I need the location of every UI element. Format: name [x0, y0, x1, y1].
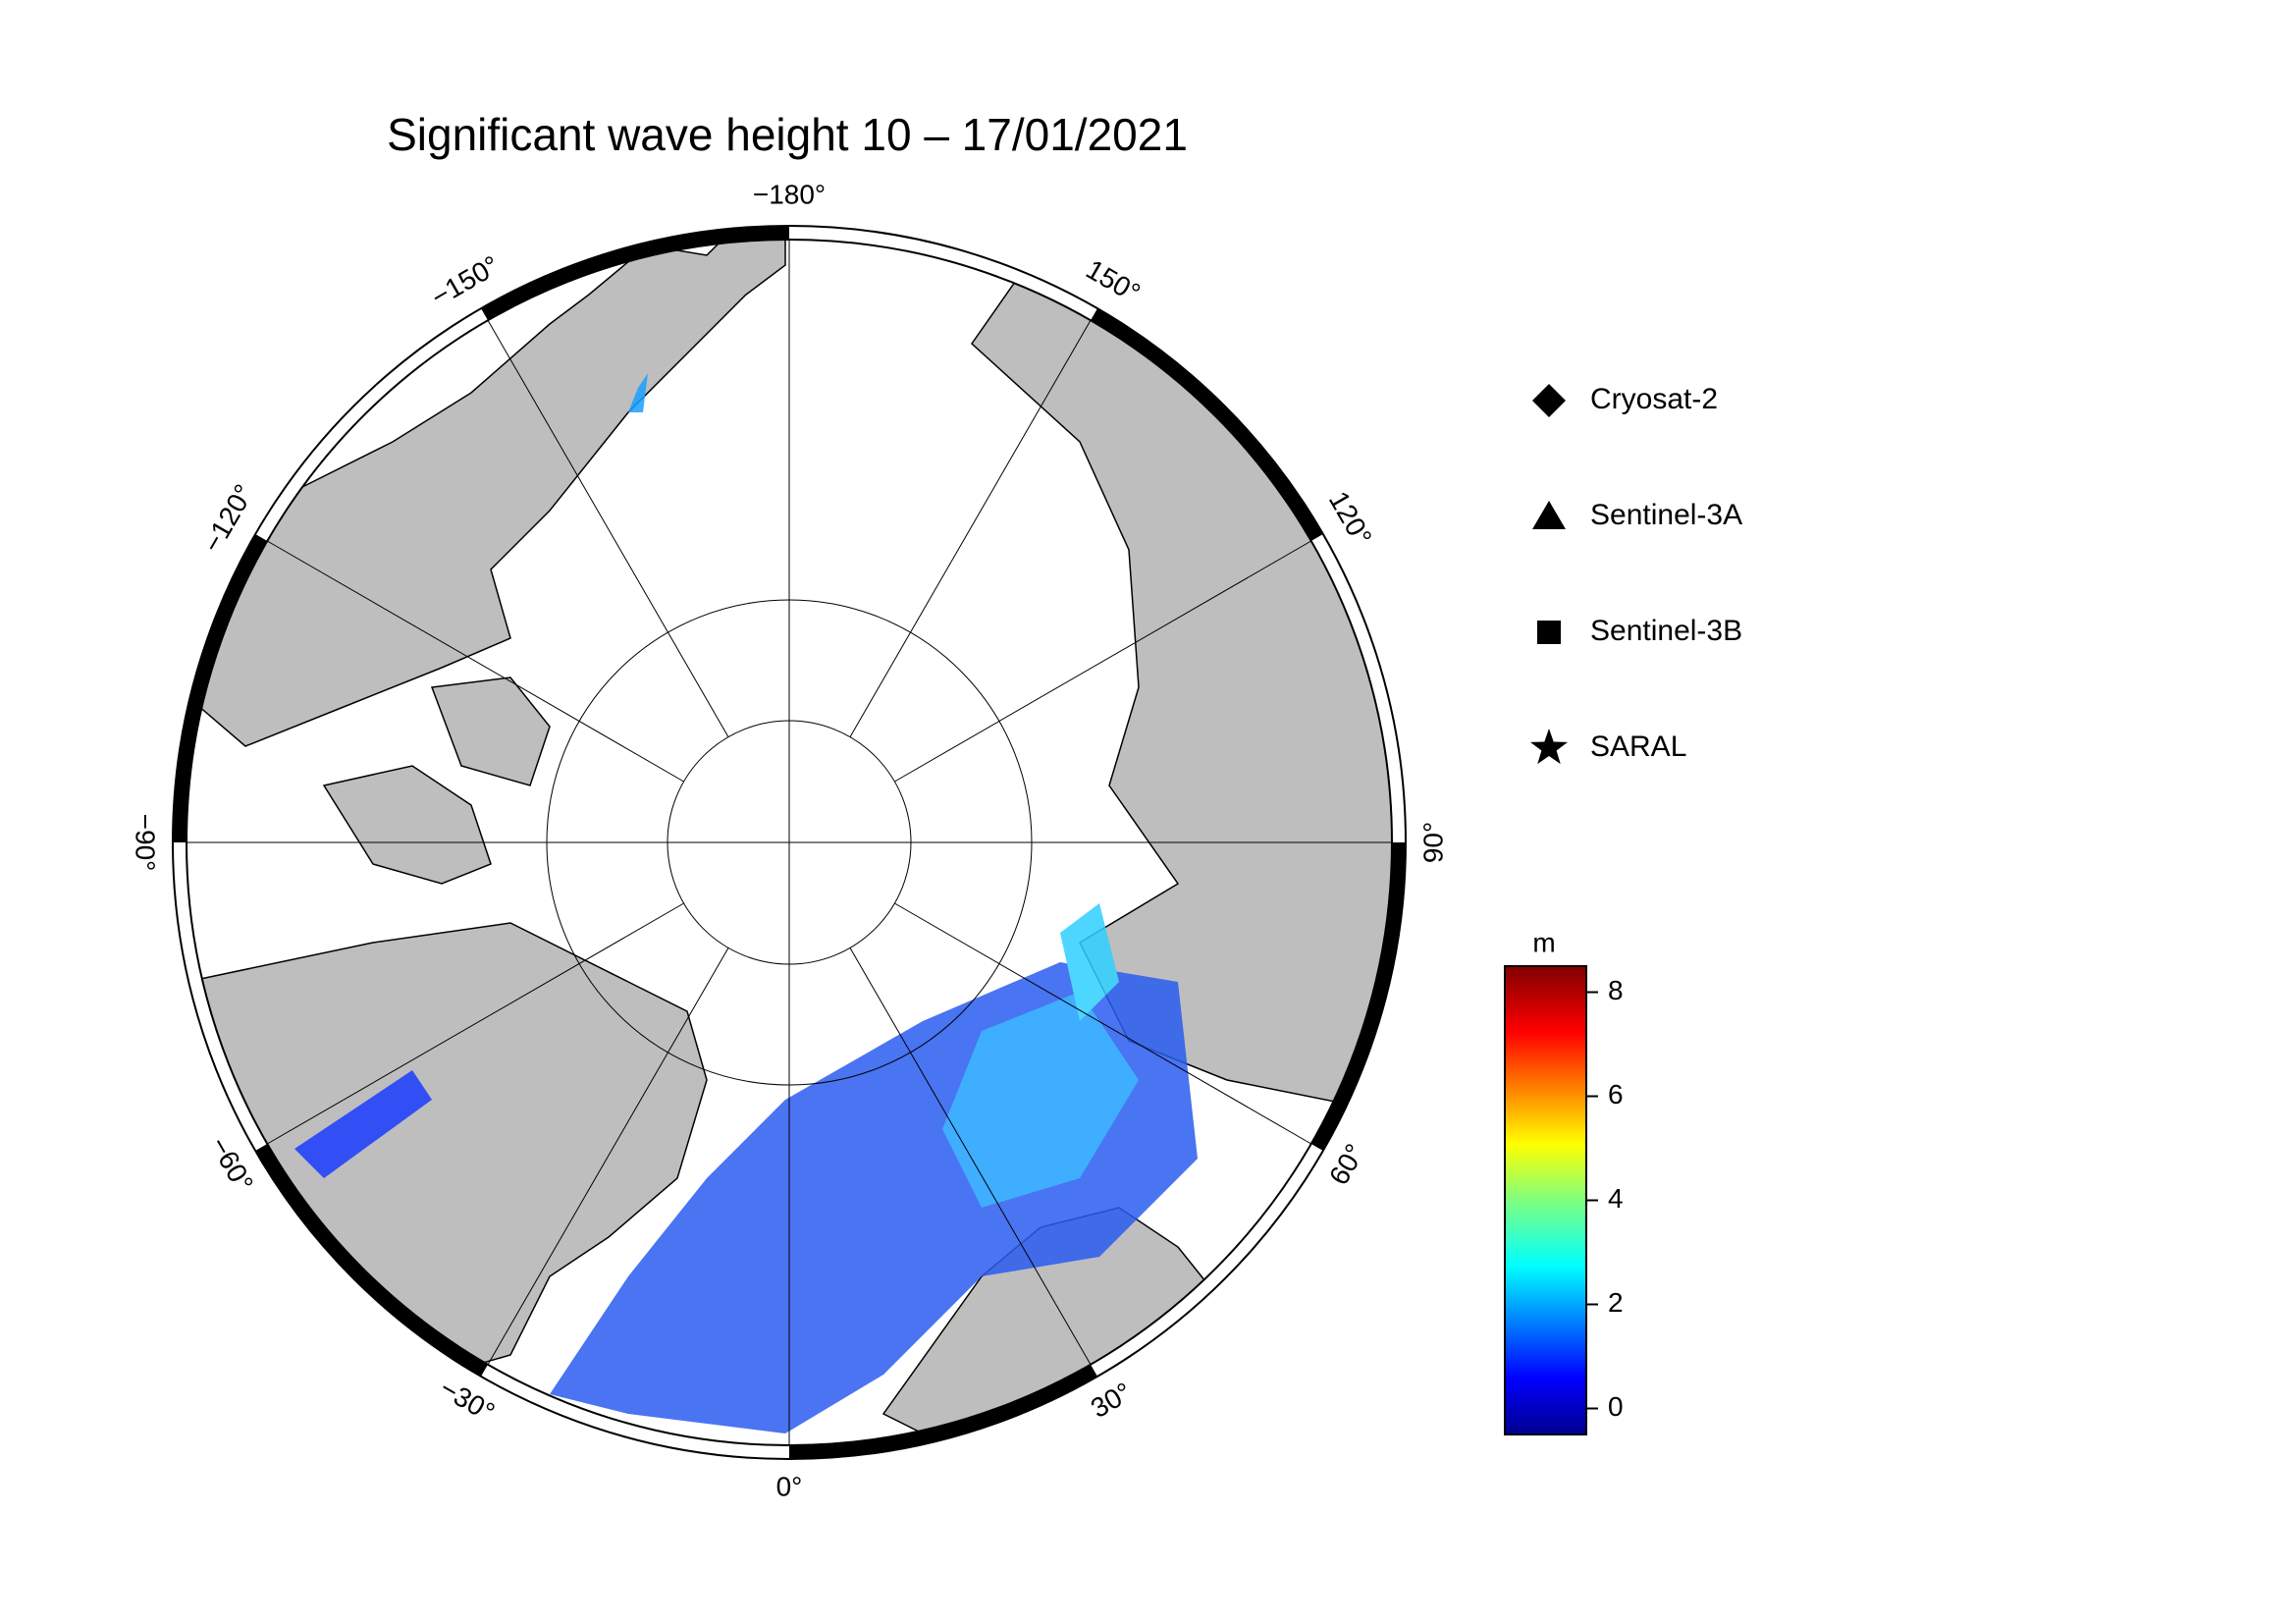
frame-segment	[1091, 308, 1323, 541]
legend: Cryosat-2 Sentinel-3A Sentinel-3B SARAL	[1529, 383, 1742, 765]
meridian	[849, 947, 1092, 1365]
colorbar-unit: m	[1532, 927, 1555, 957]
longitude-label: 30°	[1086, 1377, 1137, 1424]
legend-label: SARAL	[1590, 730, 1686, 763]
wave-tracks	[294, 373, 1198, 1434]
frame-segment	[255, 1144, 488, 1377]
legend-marker	[1529, 729, 1569, 765]
frame	[173, 226, 1406, 1459]
longitude-label: 120°	[1323, 486, 1378, 551]
frame-segment	[173, 534, 268, 842]
meridian	[894, 540, 1311, 783]
colorbar-ticks: 0 2 4 6 8	[1586, 975, 1624, 1422]
legend-label: Cryosat-2	[1590, 383, 1718, 415]
meridian	[894, 902, 1311, 1145]
longitude-label: 150°	[1081, 253, 1146, 308]
longitude-label: 60°	[1323, 1139, 1370, 1190]
longitude-label: −90°	[131, 814, 161, 872]
legend-label: Sentinel-3A	[1590, 499, 1742, 531]
colorbar	[1504, 965, 1587, 1435]
map-title: Significant wave height 10 – 17/01/2021	[387, 109, 1188, 160]
map	[187, 240, 1392, 1445]
legend-marker	[1537, 621, 1561, 644]
frame-segment	[1310, 842, 1406, 1151]
frame-segment	[481, 226, 789, 321]
legend-marker	[1532, 501, 1566, 529]
longitude-label: 90°	[1417, 822, 1448, 863]
colorbar-tick-label: 6	[1608, 1079, 1624, 1109]
meridian	[487, 320, 729, 737]
longitude-label: −180°	[753, 179, 826, 209]
meridian	[267, 540, 684, 783]
colorbar-tick-label: 4	[1608, 1183, 1624, 1214]
longitude-label: 0°	[776, 1471, 803, 1501]
colorbar-tick-label: 8	[1608, 975, 1624, 1005]
colorbar-tick-label: 2	[1608, 1287, 1624, 1318]
meridian	[487, 947, 729, 1365]
legend-marker	[1532, 384, 1566, 417]
meridian	[267, 902, 684, 1145]
legend-label: Sentinel-3B	[1590, 615, 1742, 647]
frame-segment	[789, 1364, 1097, 1459]
colorbar-tick-label: 0	[1608, 1391, 1624, 1422]
meridian	[849, 320, 1092, 737]
